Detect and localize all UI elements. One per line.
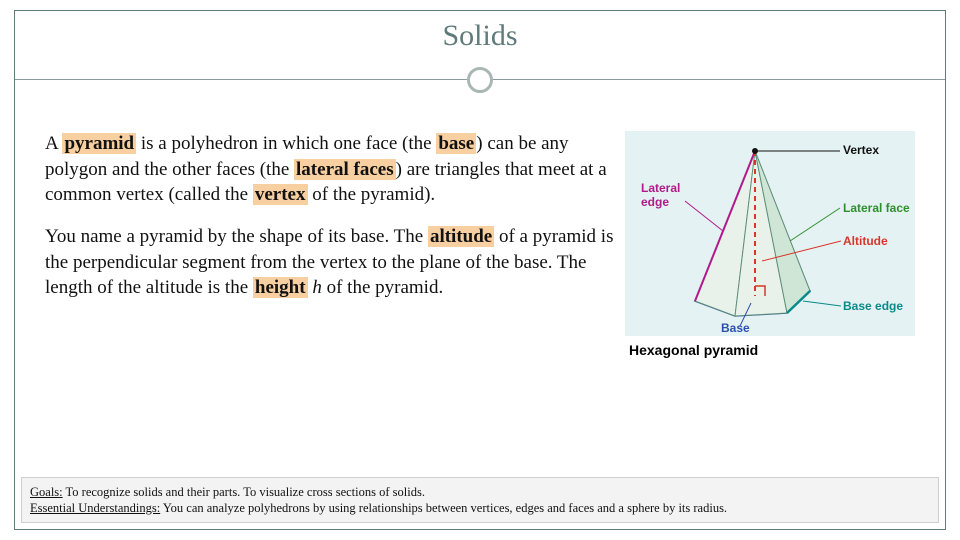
slide-frame: Solids A pyramid is a polyhedron in whic… xyxy=(14,10,946,530)
label-vertex: Vertex xyxy=(843,143,879,157)
term-lateral-faces: lateral faces xyxy=(294,159,396,180)
term-altitude: altitude xyxy=(428,226,494,247)
pyramid-diagram: Vertex Lateral edge Lateral face Altitud… xyxy=(625,131,915,336)
content-area: A pyramid is a polyhedron in which one f… xyxy=(45,131,925,358)
diagram-column: Vertex Lateral edge Lateral face Altitud… xyxy=(625,131,925,358)
essential-understandings-line: Essential Understandings: You can analyz… xyxy=(30,500,930,516)
label-lateral-edge: Lateral edge xyxy=(641,181,689,209)
term-pyramid: pyramid xyxy=(62,133,136,154)
label-base-edge: Base edge xyxy=(843,299,903,313)
diagram-caption: Hexagonal pyramid xyxy=(629,342,925,358)
paragraph-2: You name a pyramid by the shape of its b… xyxy=(45,224,615,301)
term-base: base xyxy=(436,133,476,154)
goals-line: Goals: To recognize solids and their par… xyxy=(30,484,930,500)
label-base: Base xyxy=(721,321,750,335)
label-lateral-face: Lateral face xyxy=(843,201,910,215)
page-title: Solids xyxy=(15,19,945,53)
paragraph-1: A pyramid is a polyhedron in which one f… xyxy=(45,131,615,208)
label-altitude: Altitude xyxy=(843,234,888,248)
footer-box: Goals: To recognize solids and their par… xyxy=(21,477,939,524)
term-height: height xyxy=(253,277,308,298)
term-vertex: vertex xyxy=(253,184,308,205)
title-divider xyxy=(15,67,945,93)
definition-text: A pyramid is a polyhedron in which one f… xyxy=(45,131,615,358)
